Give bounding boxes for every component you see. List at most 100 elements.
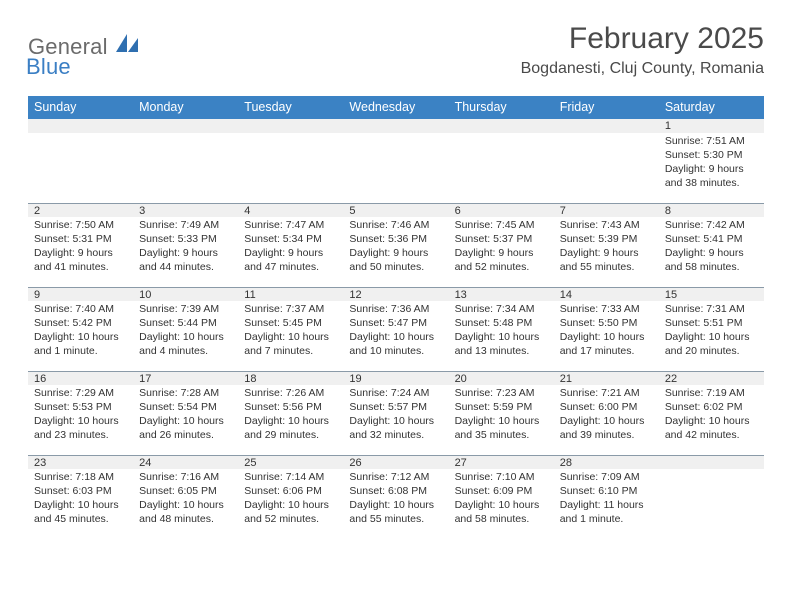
- sunrise-text: Sunrise: 7:39 AM: [139, 303, 232, 317]
- weekday-header: Tuesday: [238, 96, 343, 119]
- sunrise-text: Sunrise: 7:16 AM: [139, 471, 232, 485]
- daylight-text: and 10 minutes.: [349, 345, 442, 359]
- sunrise-text: Sunrise: 7:34 AM: [455, 303, 548, 317]
- day-cell: Sunrise: 7:28 AMSunset: 5:54 PMDaylight:…: [133, 385, 238, 455]
- day-cell: Sunrise: 7:46 AMSunset: 5:36 PMDaylight:…: [343, 217, 448, 287]
- week-daynum-row: 16171819202122: [28, 371, 764, 385]
- daylight-text: Daylight: 10 hours: [349, 331, 442, 345]
- sunset-text: Sunset: 5:50 PM: [560, 317, 653, 331]
- day-number: 2: [28, 204, 133, 217]
- day-cell: Sunrise: 7:47 AMSunset: 5:34 PMDaylight:…: [238, 217, 343, 287]
- day-number: [659, 456, 764, 469]
- daylight-text: Daylight: 10 hours: [34, 331, 127, 345]
- page-header: General Blue February 2025 Bogdanesti, C…: [28, 22, 764, 82]
- day-cell: [554, 133, 659, 203]
- day-cell: Sunrise: 7:40 AMSunset: 5:42 PMDaylight:…: [28, 301, 133, 371]
- sunset-text: Sunset: 6:09 PM: [455, 485, 548, 499]
- sunrise-text: Sunrise: 7:37 AM: [244, 303, 337, 317]
- daylight-text: Daylight: 11 hours: [560, 499, 653, 513]
- sunset-text: Sunset: 5:44 PM: [139, 317, 232, 331]
- month-title: February 2025: [521, 22, 764, 56]
- sunset-text: Sunset: 5:56 PM: [244, 401, 337, 415]
- sunrise-text: Sunrise: 7:19 AM: [665, 387, 758, 401]
- day-number: 17: [133, 372, 238, 385]
- daylight-text: Daylight: 10 hours: [139, 499, 232, 513]
- week-daynum-row: 2345678: [28, 203, 764, 217]
- day-number: 25: [238, 456, 343, 469]
- sunset-text: Sunset: 6:06 PM: [244, 485, 337, 499]
- daylight-text: and 20 minutes.: [665, 345, 758, 359]
- sunrise-text: Sunrise: 7:28 AM: [139, 387, 232, 401]
- sunset-text: Sunset: 6:02 PM: [665, 401, 758, 415]
- day-number: 10: [133, 288, 238, 301]
- sunrise-text: Sunrise: 7:45 AM: [455, 219, 548, 233]
- sunset-text: Sunset: 5:48 PM: [455, 317, 548, 331]
- daylight-text: and 29 minutes.: [244, 429, 337, 443]
- weekday-header: Wednesday: [343, 96, 448, 119]
- daylight-text: and 41 minutes.: [34, 261, 127, 275]
- daylight-text: Daylight: 10 hours: [34, 499, 127, 513]
- daylight-text: and 35 minutes.: [455, 429, 548, 443]
- sunrise-text: Sunrise: 7:50 AM: [34, 219, 127, 233]
- daylight-text: Daylight: 10 hours: [139, 415, 232, 429]
- sunrise-text: Sunrise: 7:09 AM: [560, 471, 653, 485]
- day-cell: Sunrise: 7:42 AMSunset: 5:41 PMDaylight:…: [659, 217, 764, 287]
- day-cell: Sunrise: 7:51 AMSunset: 5:30 PMDaylight:…: [659, 133, 764, 203]
- day-cell: Sunrise: 7:39 AMSunset: 5:44 PMDaylight:…: [133, 301, 238, 371]
- sunrise-text: Sunrise: 7:36 AM: [349, 303, 442, 317]
- daylight-text: and 55 minutes.: [560, 261, 653, 275]
- day-number: 22: [659, 372, 764, 385]
- day-cell: Sunrise: 7:45 AMSunset: 5:37 PMDaylight:…: [449, 217, 554, 287]
- daylight-text: and 26 minutes.: [139, 429, 232, 443]
- weekday-header: Thursday: [449, 96, 554, 119]
- day-cell: Sunrise: 7:50 AMSunset: 5:31 PMDaylight:…: [28, 217, 133, 287]
- location-text: Bogdanesti, Cluj County, Romania: [521, 60, 764, 78]
- daylight-text: Daylight: 10 hours: [665, 415, 758, 429]
- weekday-header-row: Sunday Monday Tuesday Wednesday Thursday…: [28, 96, 764, 119]
- daylight-text: Daylight: 10 hours: [139, 331, 232, 345]
- sunrise-text: Sunrise: 7:14 AM: [244, 471, 337, 485]
- weekday-header: Sunday: [28, 96, 133, 119]
- sunrise-text: Sunrise: 7:12 AM: [349, 471, 442, 485]
- day-number: [238, 119, 343, 133]
- sunset-text: Sunset: 6:05 PM: [139, 485, 232, 499]
- day-number: [449, 119, 554, 133]
- daylight-text: Daylight: 10 hours: [455, 331, 548, 345]
- day-number: 21: [554, 372, 659, 385]
- daylight-text: and 1 minute.: [34, 345, 127, 359]
- day-number: 5: [343, 204, 448, 217]
- daylight-text: Daylight: 10 hours: [455, 415, 548, 429]
- daylight-text: and 38 minutes.: [665, 177, 758, 191]
- day-number: 3: [133, 204, 238, 217]
- sunrise-text: Sunrise: 7:51 AM: [665, 135, 758, 149]
- daylight-text: and 50 minutes.: [349, 261, 442, 275]
- sunset-text: Sunset: 5:51 PM: [665, 317, 758, 331]
- day-number: 7: [554, 204, 659, 217]
- day-cell: Sunrise: 7:49 AMSunset: 5:33 PMDaylight:…: [133, 217, 238, 287]
- daylight-text: Daylight: 10 hours: [349, 499, 442, 513]
- sail-icon: [114, 32, 140, 54]
- sunset-text: Sunset: 5:59 PM: [455, 401, 548, 415]
- day-cell: Sunrise: 7:12 AMSunset: 6:08 PMDaylight:…: [343, 469, 448, 539]
- day-cell: Sunrise: 7:36 AMSunset: 5:47 PMDaylight:…: [343, 301, 448, 371]
- daylight-text: and 17 minutes.: [560, 345, 653, 359]
- day-number: 11: [238, 288, 343, 301]
- calendar-page: General Blue February 2025 Bogdanesti, C…: [0, 0, 792, 549]
- weekday-header: Saturday: [659, 96, 764, 119]
- day-number: [343, 119, 448, 133]
- sunrise-text: Sunrise: 7:23 AM: [455, 387, 548, 401]
- weekday-header: Monday: [133, 96, 238, 119]
- sunrise-text: Sunrise: 7:29 AM: [34, 387, 127, 401]
- sunrise-text: Sunrise: 7:49 AM: [139, 219, 232, 233]
- sunrise-text: Sunrise: 7:18 AM: [34, 471, 127, 485]
- sunrise-text: Sunrise: 7:24 AM: [349, 387, 442, 401]
- sunrise-text: Sunrise: 7:26 AM: [244, 387, 337, 401]
- sunrise-text: Sunrise: 7:40 AM: [34, 303, 127, 317]
- week-row: Sunrise: 7:18 AMSunset: 6:03 PMDaylight:…: [28, 469, 764, 539]
- day-cell: Sunrise: 7:31 AMSunset: 5:51 PMDaylight:…: [659, 301, 764, 371]
- daylight-text: Daylight: 9 hours: [665, 163, 758, 177]
- daylight-text: and 48 minutes.: [139, 513, 232, 527]
- daylight-text: Daylight: 9 hours: [455, 247, 548, 261]
- day-cell: Sunrise: 7:24 AMSunset: 5:57 PMDaylight:…: [343, 385, 448, 455]
- daylight-text: and 7 minutes.: [244, 345, 337, 359]
